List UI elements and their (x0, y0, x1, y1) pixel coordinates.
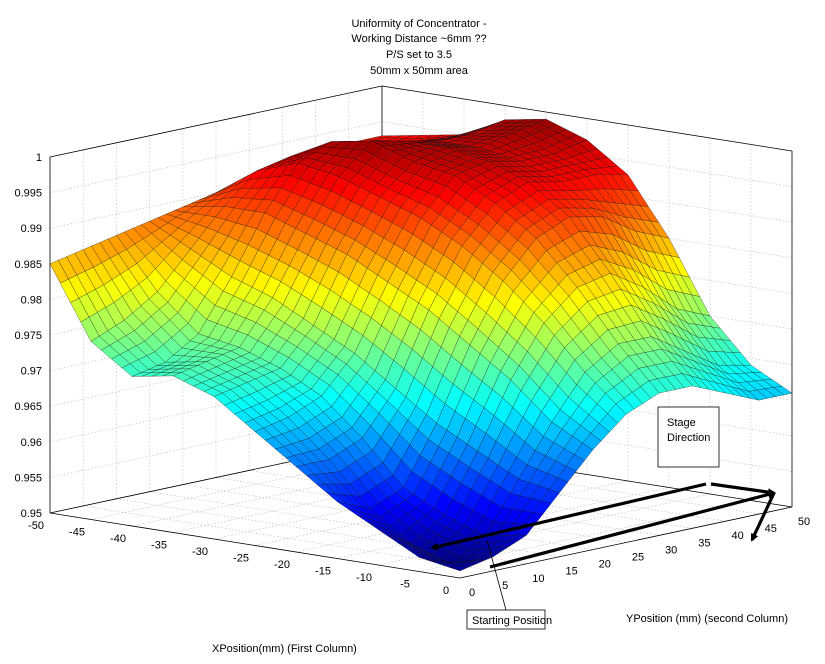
grid-line (49, 121, 383, 193)
direction-arrow (710, 482, 776, 497)
grid-line (131, 454, 465, 527)
z-tick-label: 0.995 (14, 188, 42, 200)
y-tick-label: 20 (599, 559, 611, 571)
z-tick-label: 0.965 (14, 401, 42, 413)
grid-line (116, 498, 527, 565)
annotations: Stage Direction Starting Position (430, 406, 776, 630)
grid-line (49, 156, 383, 229)
direction-arrow (430, 482, 707, 551)
starting-position-box: Starting Position (466, 609, 552, 630)
start-pointer (486, 539, 507, 611)
z-tick-label: 0.97 (21, 366, 42, 378)
x-tick-label: -10 (356, 572, 372, 584)
x-tick-label: -25 (233, 553, 249, 565)
y-tick-label: 35 (698, 537, 710, 549)
title-line-2: Working Distance ~6mm ?? (351, 33, 486, 45)
y-tick-label: 0 (469, 587, 475, 599)
x-tick-label: -40 (110, 533, 126, 545)
grid-line (213, 467, 547, 540)
x-tick-label: -5 (400, 579, 410, 591)
y-axis-label: YPosition (mm) (second Column) (626, 613, 788, 625)
z-tick-label: 0.98 (21, 294, 42, 306)
y-tick-label: 50 (798, 516, 810, 528)
stage-direction-box: Stage Direction (657, 406, 720, 468)
grid-line (295, 480, 629, 553)
y-tick-label: 30 (665, 544, 677, 556)
stage-direction-label: Stage Direction (667, 417, 710, 444)
title-line-3: P/S set to 3.5 (386, 49, 452, 61)
y-tick-label: 25 (632, 552, 644, 564)
grid-line (49, 370, 383, 443)
x-tick-label: -30 (192, 546, 208, 558)
x-axis-label: XPosition(mm) (First Column) (212, 643, 357, 655)
grid-line (90, 448, 424, 520)
title-line-4: 50mm x 50mm area (370, 65, 469, 77)
grid-line (49, 406, 383, 478)
y-tick-label: 40 (731, 530, 743, 542)
z-tick-label: 0.99 (21, 223, 42, 235)
y-tick-label: 15 (565, 566, 577, 578)
x-tick-label: -50 (28, 520, 44, 532)
z-tick-label: 1 (36, 152, 42, 164)
direction-arrow (489, 490, 776, 569)
axis-edge (459, 506, 793, 579)
grid-line (172, 461, 506, 533)
grid-line (254, 474, 588, 546)
z-tick-label: 0.95 (21, 508, 42, 520)
chart-title: Uniformity of Concentrator - Working Dis… (351, 18, 486, 77)
axis-labels: XPosition(mm) (First Column) YPosition (… (212, 613, 788, 655)
x-tick-label: 0 (443, 585, 449, 597)
direction-arrow (750, 492, 776, 542)
axis-ticks: 0.95 0.955 0.96 0.965 0.97 0.975 0.98 0.985 0.99… (14, 152, 810, 599)
grid-line (336, 487, 670, 559)
starting-position-label: Starting Position (472, 615, 552, 627)
axis-edge (49, 512, 461, 579)
x-tick-label: -20 (274, 559, 290, 571)
axis-edge (49, 85, 383, 158)
surface-mesh (49, 118, 793, 572)
axis-edge (381, 85, 793, 152)
z-tick-label: 0.975 (14, 330, 42, 342)
grid-line (49, 299, 383, 371)
z-tick-label: 0.955 (14, 472, 42, 484)
x-tick-label: -15 (315, 566, 331, 578)
y-tick-label: 45 (765, 523, 777, 535)
z-tick-label: 0.985 (14, 259, 42, 271)
x-tick-label: -35 (151, 540, 167, 552)
z-tick-label: 0.96 (21, 437, 42, 449)
y-tick-label: 5 (502, 580, 508, 592)
title-line-1: Uniformity of Concentrator - (351, 18, 486, 30)
grid-line (149, 491, 560, 557)
grid-line (49, 334, 383, 407)
grid-line (83, 505, 494, 572)
surface-cell (449, 565, 469, 572)
x-tick-label: -45 (69, 527, 85, 539)
y-tick-label: 10 (532, 573, 544, 585)
